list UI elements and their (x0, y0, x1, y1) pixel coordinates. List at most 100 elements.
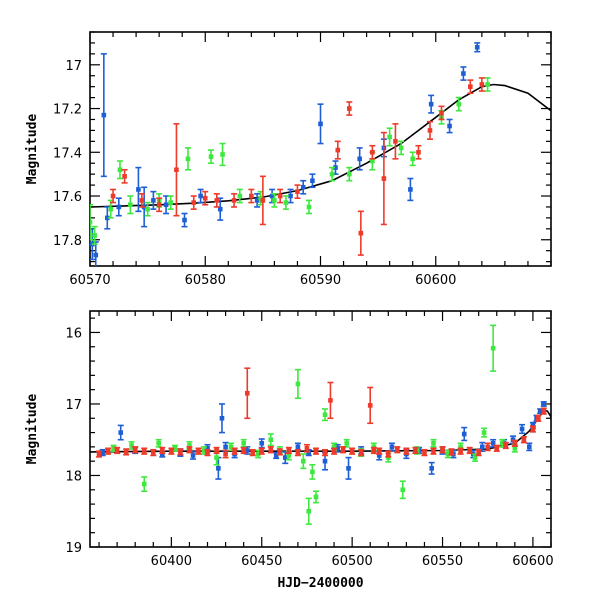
data-point-red (156, 202, 162, 208)
model-curve-line (90, 83, 551, 208)
data-point-green (283, 200, 289, 205)
data-point-green (313, 494, 319, 500)
x-tick-label: 60550 (422, 554, 463, 569)
data-point-red (494, 446, 500, 451)
data-point-blue (376, 453, 382, 458)
x-tick-label: 60570 (69, 273, 110, 288)
plot-frame (89, 31, 552, 267)
data-point-red (335, 147, 341, 153)
data-point-green (237, 193, 243, 199)
data-point-green (214, 455, 219, 460)
data-point-red (440, 447, 445, 453)
data-point-red (249, 193, 254, 199)
series-blue (90, 42, 481, 266)
data-point-blue (480, 444, 485, 450)
data-point-green (306, 204, 312, 210)
data-point-green (347, 171, 352, 177)
data-point-blue (389, 444, 395, 450)
data-point-green (145, 206, 150, 212)
data-point-red (541, 408, 547, 414)
data-point-green (90, 219, 93, 225)
data-point-red (141, 448, 147, 454)
data-point-red (114, 448, 120, 453)
data-point-green (499, 441, 505, 446)
data-point-green (458, 444, 463, 450)
data-point-green (241, 441, 246, 446)
data-point-green (156, 441, 161, 446)
data-point-red (268, 447, 274, 453)
data-point-red (231, 198, 237, 203)
data-point-green (456, 101, 462, 107)
data-point-green (295, 381, 301, 387)
data-point-red (536, 415, 541, 421)
data-point-blue (182, 217, 187, 223)
data-point-red (328, 398, 333, 403)
data-point-green (512, 446, 518, 451)
data-point-red (347, 106, 352, 111)
data-point-red (132, 447, 138, 453)
data-point-red (331, 448, 337, 454)
data-point-blue (259, 441, 265, 446)
plot-area (90, 324, 551, 525)
data-point-red (205, 450, 210, 455)
data-point-red (196, 448, 201, 454)
data-point-red (259, 448, 265, 454)
y-tick-label: 16 (65, 326, 82, 341)
data-point-blue (537, 408, 543, 414)
data-point-red (295, 189, 300, 194)
data-point-green (485, 82, 490, 87)
data-point-green (490, 345, 496, 351)
y-tick-label: 17.8 (53, 234, 82, 249)
data-point-green (387, 134, 392, 140)
data-point-green (111, 446, 116, 451)
y-axis-title: Magnitude (25, 394, 40, 465)
data-point-blue (541, 401, 547, 407)
data-point-red (304, 446, 310, 451)
data-point-green (286, 453, 292, 458)
data-point-blue (104, 215, 110, 221)
data-point-red (503, 443, 509, 448)
data-point-blue (490, 441, 496, 446)
data-point-red (191, 200, 197, 205)
data-point-red (395, 447, 400, 453)
data-point-blue (300, 184, 306, 190)
data-point-red (250, 450, 256, 455)
plot-frame (89, 310, 552, 548)
data-point-green (185, 156, 191, 162)
data-point-red (385, 451, 391, 457)
data-point-blue (429, 466, 434, 471)
data-point-green (306, 508, 312, 514)
data-point-red (413, 448, 418, 453)
data-point-red (169, 448, 174, 454)
data-point-red (313, 448, 319, 454)
data-point-red (422, 450, 427, 455)
data-point-red (349, 448, 355, 454)
data-point-blue (269, 193, 275, 199)
y-tick-label: 18 (65, 469, 82, 484)
data-point-blue (295, 444, 301, 450)
data-point-green (128, 202, 133, 208)
data-point-blue (346, 466, 351, 471)
data-point-green (255, 451, 261, 457)
series-red (96, 367, 547, 459)
data-point-green (208, 154, 214, 159)
data-point-green (228, 444, 234, 450)
data-point-green (201, 448, 207, 453)
data-point-red (431, 448, 436, 454)
data-point-green (481, 430, 487, 435)
data-point-green (168, 200, 173, 205)
data-point-green (258, 195, 263, 201)
data-point-green (322, 412, 328, 417)
data-point-red (479, 82, 485, 87)
data-point-blue (288, 193, 293, 199)
data-point-red (232, 448, 237, 454)
data-point-red (105, 448, 111, 454)
data-point-red (376, 448, 382, 454)
series-green (90, 77, 491, 245)
top-panel-lightcurve: 60570 60580 60590 60600 17 17.2 17.4 17.6 17.8 Ma… (25, 31, 552, 288)
y-tick-label: 19 (65, 541, 82, 556)
data-point-red (530, 426, 536, 432)
bottom-panel-lightcurve: 60400 60450 60500 60550 60600 16 17 18 19 Magnitu… (25, 310, 554, 591)
data-point-red (416, 149, 421, 155)
